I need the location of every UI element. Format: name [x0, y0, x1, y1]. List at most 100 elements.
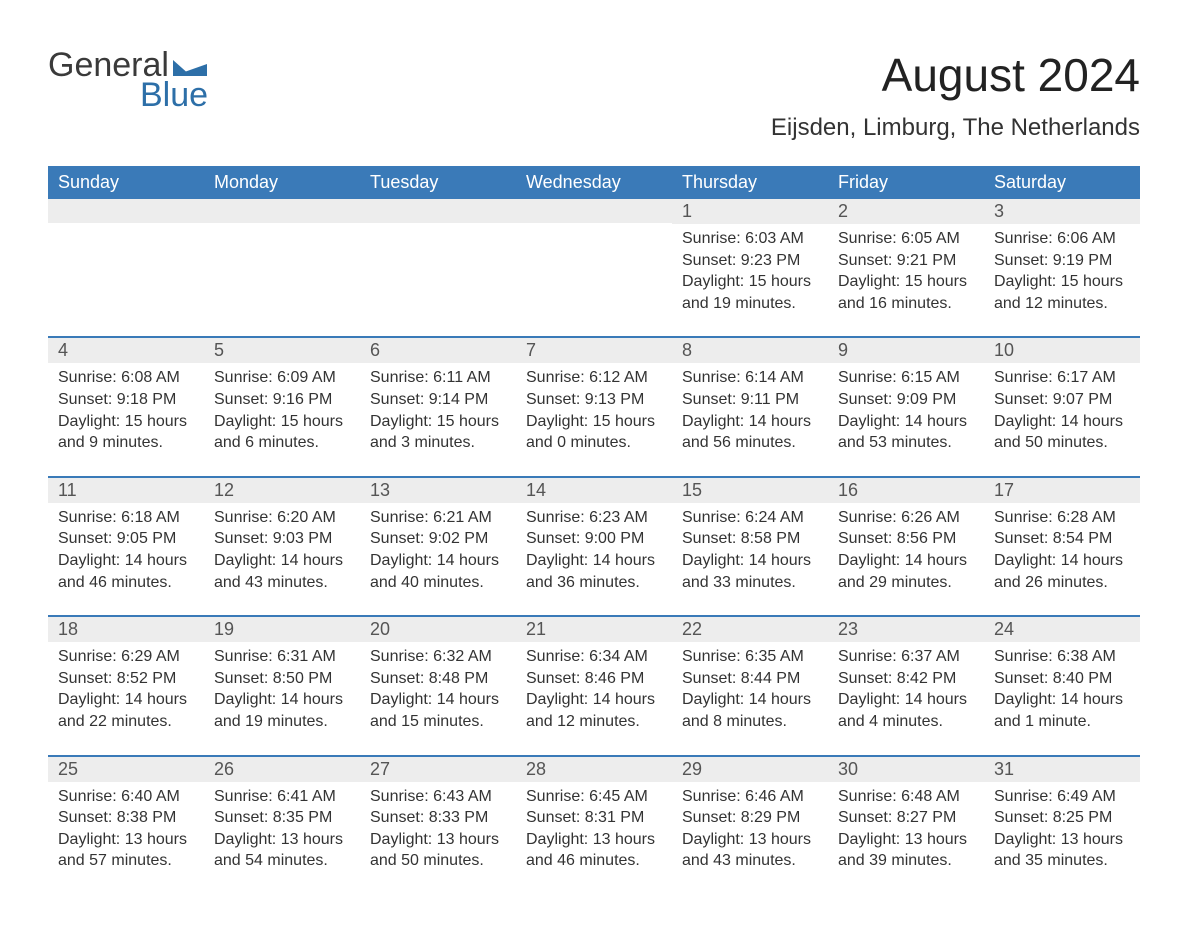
calendar-cell: 24Sunrise: 6:38 AMSunset: 8:40 PMDayligh…	[984, 616, 1140, 755]
calendar-table: SundayMondayTuesdayWednesdayThursdayFrid…	[48, 166, 1140, 894]
sunrise-line: Sunrise: 6:41 AM	[214, 786, 350, 808]
sunrise-line: Sunrise: 6:29 AM	[58, 646, 194, 668]
sun-info: Sunrise: 6:41 AMSunset: 8:35 PMDaylight:…	[204, 782, 360, 872]
day-header: Wednesday	[516, 166, 672, 199]
sun-info: Sunrise: 6:15 AMSunset: 9:09 PMDaylight:…	[828, 363, 984, 453]
sunset-line: Sunset: 8:58 PM	[682, 528, 818, 550]
sun-info: Sunrise: 6:20 AMSunset: 9:03 PMDaylight:…	[204, 503, 360, 593]
sunset-line: Sunset: 8:54 PM	[994, 528, 1130, 550]
day-number-band: 26	[204, 757, 360, 782]
sunrise-line: Sunrise: 6:46 AM	[682, 786, 818, 808]
sunrise-line: Sunrise: 6:21 AM	[370, 507, 506, 529]
daylight-line: Daylight: 14 hours and 1 minute.	[994, 689, 1130, 732]
calendar-cell: 22Sunrise: 6:35 AMSunset: 8:44 PMDayligh…	[672, 616, 828, 755]
calendar-cell: 7Sunrise: 6:12 AMSunset: 9:13 PMDaylight…	[516, 337, 672, 476]
calendar-cell: 16Sunrise: 6:26 AMSunset: 8:56 PMDayligh…	[828, 477, 984, 616]
sun-info: Sunrise: 6:29 AMSunset: 8:52 PMDaylight:…	[48, 642, 204, 732]
daylight-line: Daylight: 15 hours and 16 minutes.	[838, 271, 974, 314]
sun-info: Sunrise: 6:08 AMSunset: 9:18 PMDaylight:…	[48, 363, 204, 453]
daylight-line: Daylight: 14 hours and 15 minutes.	[370, 689, 506, 732]
day-number-band: 24	[984, 617, 1140, 642]
sunset-line: Sunset: 9:18 PM	[58, 389, 194, 411]
day-number-band: 19	[204, 617, 360, 642]
calendar-cell: 23Sunrise: 6:37 AMSunset: 8:42 PMDayligh…	[828, 616, 984, 755]
sunrise-line: Sunrise: 6:06 AM	[994, 228, 1130, 250]
calendar-cell: 19Sunrise: 6:31 AMSunset: 8:50 PMDayligh…	[204, 616, 360, 755]
daylight-line: Daylight: 14 hours and 4 minutes.	[838, 689, 974, 732]
title-block: August 2024 Eijsden, Limburg, The Nether…	[771, 48, 1140, 142]
sun-info: Sunrise: 6:18 AMSunset: 9:05 PMDaylight:…	[48, 503, 204, 593]
sunrise-line: Sunrise: 6:18 AM	[58, 507, 194, 529]
sunset-line: Sunset: 8:25 PM	[994, 807, 1130, 829]
daylight-line: Daylight: 14 hours and 36 minutes.	[526, 550, 662, 593]
sunrise-line: Sunrise: 6:32 AM	[370, 646, 506, 668]
calendar-cell	[360, 199, 516, 337]
day-number-band: 27	[360, 757, 516, 782]
sunrise-line: Sunrise: 6:45 AM	[526, 786, 662, 808]
calendar-cell: 28Sunrise: 6:45 AMSunset: 8:31 PMDayligh…	[516, 756, 672, 894]
day-number-band	[48, 199, 204, 223]
sun-info: Sunrise: 6:31 AMSunset: 8:50 PMDaylight:…	[204, 642, 360, 732]
calendar-cell: 26Sunrise: 6:41 AMSunset: 8:35 PMDayligh…	[204, 756, 360, 894]
daylight-line: Daylight: 15 hours and 9 minutes.	[58, 411, 194, 454]
sunset-line: Sunset: 9:05 PM	[58, 528, 194, 550]
sunset-line: Sunset: 9:23 PM	[682, 250, 818, 272]
day-number-band: 21	[516, 617, 672, 642]
calendar-cell: 31Sunrise: 6:49 AMSunset: 8:25 PMDayligh…	[984, 756, 1140, 894]
calendar-cell: 10Sunrise: 6:17 AMSunset: 9:07 PMDayligh…	[984, 337, 1140, 476]
sunrise-line: Sunrise: 6:15 AM	[838, 367, 974, 389]
day-number-band: 18	[48, 617, 204, 642]
sunrise-line: Sunrise: 6:24 AM	[682, 507, 818, 529]
calendar-cell: 1Sunrise: 6:03 AMSunset: 9:23 PMDaylight…	[672, 199, 828, 337]
sunset-line: Sunset: 9:19 PM	[994, 250, 1130, 272]
calendar-cell	[204, 199, 360, 337]
day-number-band: 3	[984, 199, 1140, 224]
calendar-cell: 6Sunrise: 6:11 AMSunset: 9:14 PMDaylight…	[360, 337, 516, 476]
sunset-line: Sunset: 8:27 PM	[838, 807, 974, 829]
calendar-cell: 30Sunrise: 6:48 AMSunset: 8:27 PMDayligh…	[828, 756, 984, 894]
day-header: Thursday	[672, 166, 828, 199]
sunset-line: Sunset: 9:03 PM	[214, 528, 350, 550]
calendar-cell: 25Sunrise: 6:40 AMSunset: 8:38 PMDayligh…	[48, 756, 204, 894]
sunset-line: Sunset: 8:29 PM	[682, 807, 818, 829]
sunset-line: Sunset: 8:46 PM	[526, 668, 662, 690]
daylight-line: Daylight: 14 hours and 46 minutes.	[58, 550, 194, 593]
sunset-line: Sunset: 8:44 PM	[682, 668, 818, 690]
sunset-line: Sunset: 8:31 PM	[526, 807, 662, 829]
sunrise-line: Sunrise: 6:12 AM	[526, 367, 662, 389]
calendar-week-row: 18Sunrise: 6:29 AMSunset: 8:52 PMDayligh…	[48, 616, 1140, 755]
daylight-line: Daylight: 15 hours and 19 minutes.	[682, 271, 818, 314]
daylight-line: Daylight: 14 hours and 53 minutes.	[838, 411, 974, 454]
sunrise-line: Sunrise: 6:11 AM	[370, 367, 506, 389]
brand-word2: Blue	[48, 78, 208, 112]
daylight-line: Daylight: 13 hours and 50 minutes.	[370, 829, 506, 872]
sunrise-line: Sunrise: 6:05 AM	[838, 228, 974, 250]
sunset-line: Sunset: 8:52 PM	[58, 668, 194, 690]
calendar-cell: 27Sunrise: 6:43 AMSunset: 8:33 PMDayligh…	[360, 756, 516, 894]
daylight-line: Daylight: 13 hours and 39 minutes.	[838, 829, 974, 872]
sunrise-line: Sunrise: 6:08 AM	[58, 367, 194, 389]
sun-info: Sunrise: 6:09 AMSunset: 9:16 PMDaylight:…	[204, 363, 360, 453]
calendar-week-row: 25Sunrise: 6:40 AMSunset: 8:38 PMDayligh…	[48, 756, 1140, 894]
day-number-band	[516, 199, 672, 223]
day-header-row: SundayMondayTuesdayWednesdayThursdayFrid…	[48, 166, 1140, 199]
daylight-line: Daylight: 13 hours and 43 minutes.	[682, 829, 818, 872]
calendar-week-row: 1Sunrise: 6:03 AMSunset: 9:23 PMDaylight…	[48, 199, 1140, 337]
sun-info: Sunrise: 6:35 AMSunset: 8:44 PMDaylight:…	[672, 642, 828, 732]
sunrise-line: Sunrise: 6:03 AM	[682, 228, 818, 250]
sunset-line: Sunset: 8:40 PM	[994, 668, 1130, 690]
calendar-cell: 9Sunrise: 6:15 AMSunset: 9:09 PMDaylight…	[828, 337, 984, 476]
sun-info: Sunrise: 6:17 AMSunset: 9:07 PMDaylight:…	[984, 363, 1140, 453]
day-number-band: 16	[828, 478, 984, 503]
calendar-cell: 13Sunrise: 6:21 AMSunset: 9:02 PMDayligh…	[360, 477, 516, 616]
sunrise-line: Sunrise: 6:28 AM	[994, 507, 1130, 529]
daylight-line: Daylight: 14 hours and 56 minutes.	[682, 411, 818, 454]
calendar-cell: 8Sunrise: 6:14 AMSunset: 9:11 PMDaylight…	[672, 337, 828, 476]
sunset-line: Sunset: 9:09 PM	[838, 389, 974, 411]
day-header: Friday	[828, 166, 984, 199]
day-number-band: 25	[48, 757, 204, 782]
day-number-band: 10	[984, 338, 1140, 363]
sun-info: Sunrise: 6:28 AMSunset: 8:54 PMDaylight:…	[984, 503, 1140, 593]
sunset-line: Sunset: 8:56 PM	[838, 528, 974, 550]
calendar-cell: 17Sunrise: 6:28 AMSunset: 8:54 PMDayligh…	[984, 477, 1140, 616]
